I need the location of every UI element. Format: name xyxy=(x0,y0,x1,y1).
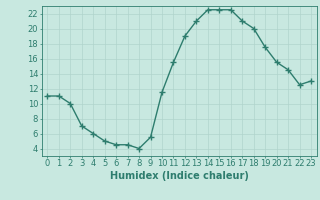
X-axis label: Humidex (Indice chaleur): Humidex (Indice chaleur) xyxy=(110,171,249,181)
